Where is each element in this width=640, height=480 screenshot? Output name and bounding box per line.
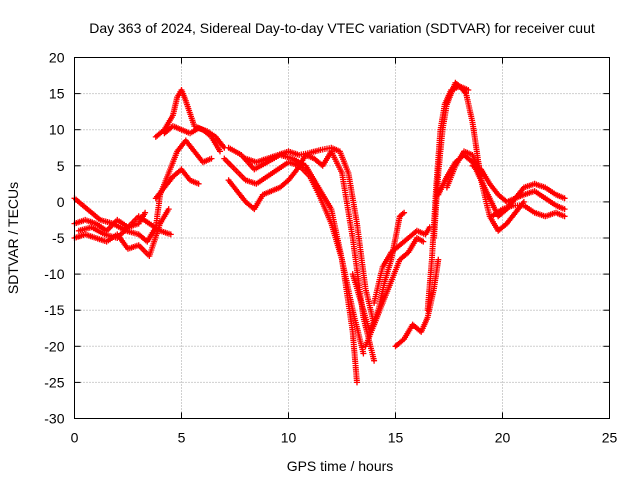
- series-markers: [431, 79, 472, 241]
- x-tick-label: 25: [602, 430, 618, 446]
- x-axis-label: GPS time / hours: [287, 458, 394, 474]
- x-tick-label: 0: [71, 430, 79, 446]
- series-markers: [242, 144, 378, 328]
- series-arc-8: [221, 155, 360, 386]
- y-axis-label: SDTVAR / TECUs: [5, 182, 21, 294]
- series-markers: [371, 224, 433, 306]
- series-markers: [362, 235, 427, 350]
- series-arc-9: [225, 144, 367, 357]
- y-tick-label: 5: [57, 158, 65, 174]
- series-arc-19: [443, 148, 527, 234]
- y-tick-label: 20: [49, 50, 65, 66]
- tick-labels: 0 5 10 15 20 25 -30 -25 -20 -15 -10 -5 0 5 10 15 20: [44, 50, 617, 446]
- plot-frame: [74, 57, 610, 419]
- y-tick-label: -10: [44, 266, 64, 282]
- series-arc-4: [75, 209, 149, 241]
- series-markers: [443, 148, 527, 234]
- series-arc-7: [152, 166, 202, 202]
- y-tick-label: -20: [44, 338, 64, 354]
- x-tick-label: 10: [281, 430, 297, 446]
- series-markers: [75, 209, 149, 241]
- y-tick-label: 15: [49, 86, 65, 102]
- x-tick-label: 5: [178, 430, 186, 446]
- series-markers: [392, 256, 442, 350]
- series-arc-21: [488, 202, 568, 220]
- y-tick-label: -5: [52, 230, 65, 246]
- series-markers: [225, 144, 367, 357]
- series-markers: [469, 162, 568, 213]
- series-markers: [488, 202, 568, 220]
- series-markers: [221, 155, 360, 386]
- chart-title: Day 363 of 2024, Sidereal Day-to-day VTE…: [89, 20, 595, 36]
- series-arc-11: [242, 144, 378, 328]
- series-arc-17: [431, 79, 472, 241]
- y-tick-label: 10: [49, 122, 65, 138]
- data-markers: [71, 79, 568, 386]
- series-arc-13: [362, 235, 427, 350]
- x-tick-label: 20: [495, 430, 511, 446]
- x-tick-label: 15: [388, 430, 404, 446]
- series-arc-20: [469, 162, 568, 213]
- series-arc-6: [161, 123, 228, 151]
- y-tick-label: -30: [44, 411, 64, 427]
- series-arc-15: [392, 256, 442, 350]
- y-tick-label: 0: [57, 194, 65, 210]
- y-tick-label: -15: [44, 302, 64, 318]
- series-arc-14: [371, 224, 433, 306]
- series-markers: [161, 123, 228, 151]
- series-markers: [152, 166, 202, 202]
- y-tick-label: -25: [44, 374, 64, 390]
